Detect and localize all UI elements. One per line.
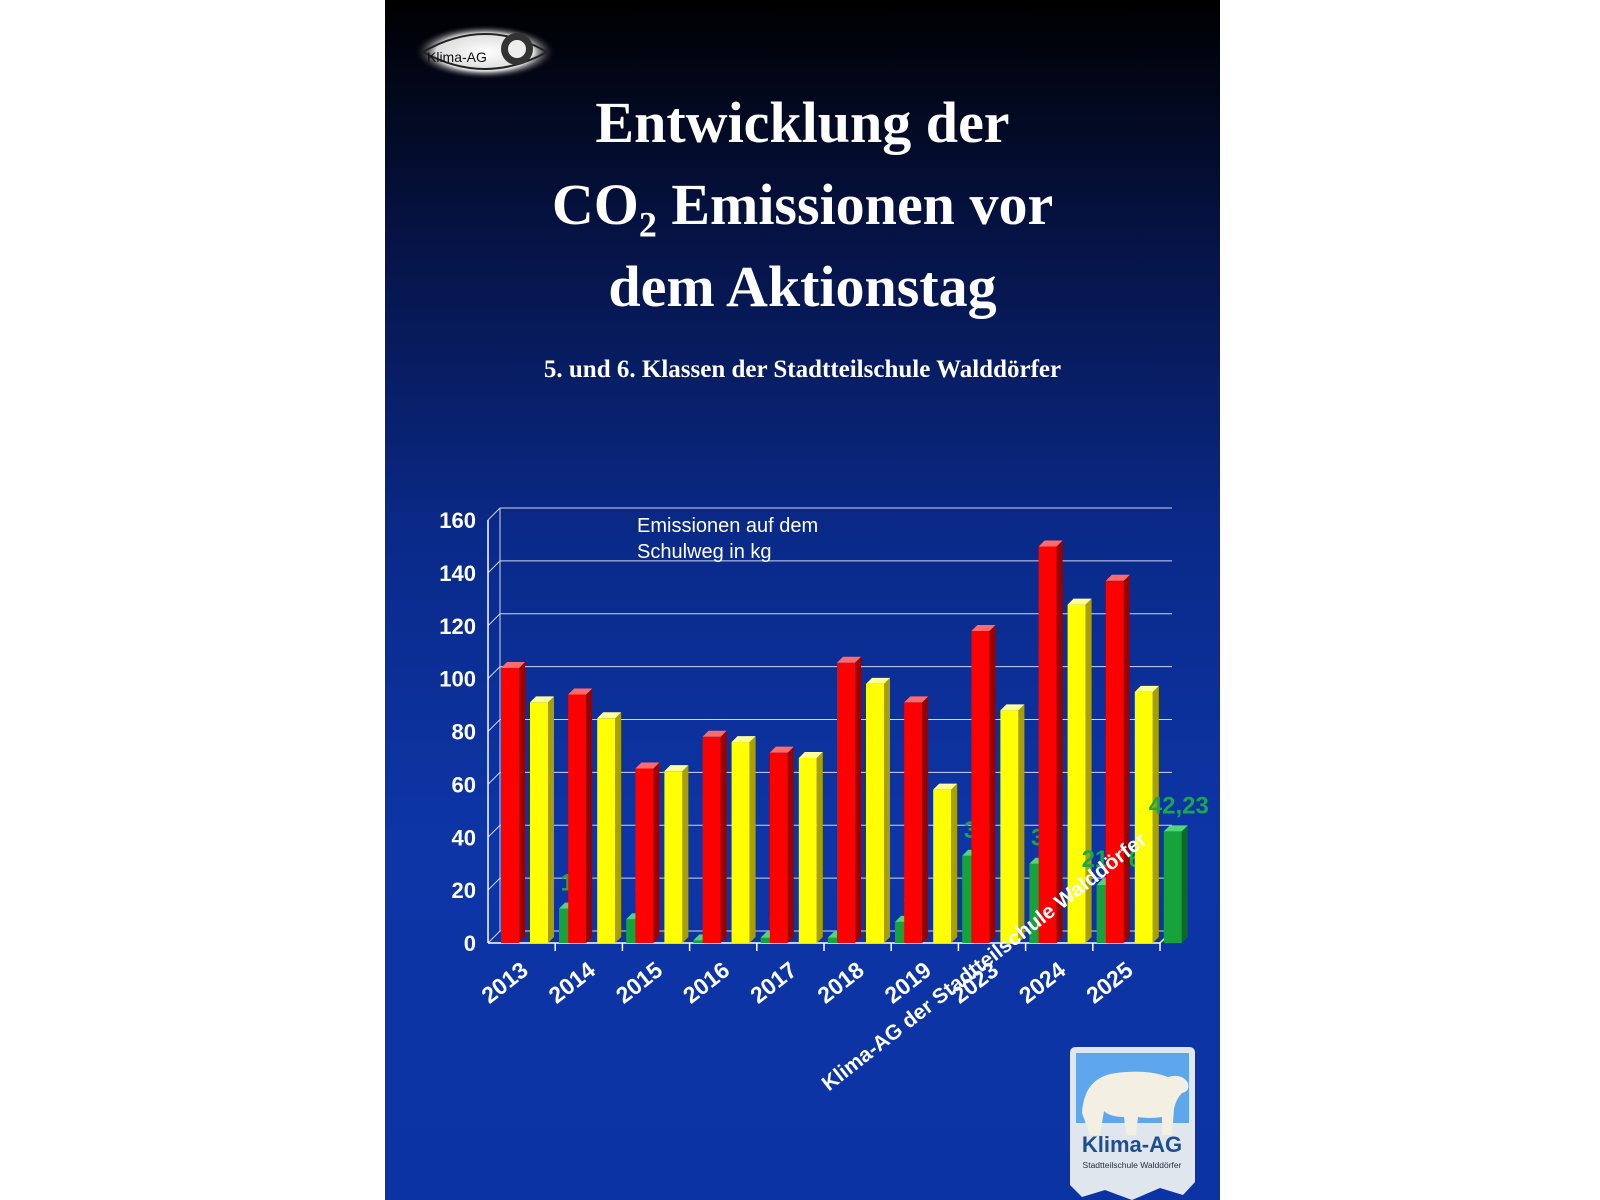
bar-red [837, 656, 861, 943]
bar-yellow [597, 712, 622, 943]
badge-title: Klima-AG [1082, 1132, 1182, 1157]
bar-red [635, 762, 660, 943]
gridline-side [487, 507, 501, 521]
bar-chart: 0204060801001201401601320139201412015220… [439, 507, 1209, 1008]
x-tick-label: 2016 [678, 956, 734, 1008]
gridline-side [487, 772, 501, 785]
y-tick-label: 140 [439, 561, 476, 586]
x-tick-label: 2014 [544, 956, 600, 1008]
polar-bear-icon [1082, 1071, 1189, 1135]
bar-red [702, 730, 727, 943]
klima-ag-badge: Klima-AG Stadtteilschule Walddörfer [1070, 1047, 1195, 1200]
bar-yellow [731, 736, 756, 943]
y-tick-label: 60 [452, 772, 476, 797]
subtitle: 5. und 6. Klassen der Stadtteilschule Wa… [543, 356, 1062, 383]
y-tick-label: 20 [452, 878, 476, 903]
y-tick-label: 40 [452, 825, 476, 850]
title-line-1: Entwicklung der [595, 90, 1010, 155]
x-tick-label: 2024 [1014, 956, 1070, 1008]
bar-red [501, 662, 525, 943]
slide: Klima-AG Entwicklung der CO2 Emissionen … [385, 0, 1220, 1200]
y-tick-label: 100 [439, 667, 476, 692]
badge-subtitle: Stadtteilschule Walddörfer [1083, 1160, 1182, 1170]
title-line-2: CO2 Emissionen vor [551, 172, 1054, 245]
bar-yellow [866, 677, 890, 943]
y-tick-label: 80 [452, 720, 476, 745]
bar-yellow [664, 765, 689, 943]
y-tick-label: 120 [439, 614, 476, 639]
gridline-side [487, 666, 501, 679]
gridline-side [487, 824, 501, 838]
bar-red [568, 688, 593, 943]
x-tick-label: 2013 [476, 956, 532, 1008]
bar-yellow [1134, 685, 1159, 943]
gridline-side [487, 719, 501, 732]
bar-yellow [933, 783, 958, 943]
bar-red [971, 625, 996, 943]
gridline-side [487, 560, 501, 574]
bar-red [1105, 574, 1130, 943]
y-tick-label: 160 [439, 508, 476, 533]
page-title: Entwicklung der CO2 Emissionen vor dem A… [385, 82, 1220, 328]
x-tick-label: 2025 [1081, 956, 1137, 1008]
data-label: 42,23 [1149, 792, 1209, 819]
chart-annotation: Emissionen auf dem Schulweg in kg [637, 515, 818, 563]
bar-red [769, 746, 794, 943]
y-tick-label: 0 [464, 931, 476, 956]
logo-text: Klima-AG [427, 49, 487, 65]
bar-yellow [530, 696, 554, 943]
gridline-side [487, 930, 501, 944]
x-tick-label: 2018 [812, 956, 868, 1008]
bar-yellow [798, 751, 823, 943]
gridline-side [487, 613, 501, 627]
bar-yellow [1067, 598, 1092, 943]
bar-red [904, 696, 929, 943]
bar-red [1038, 540, 1063, 943]
x-tick-label: 2015 [611, 956, 667, 1008]
gridline-side [487, 877, 501, 891]
title-line-3: dem Aktionstag [608, 254, 997, 319]
bar-yellow [1000, 704, 1025, 943]
klima-ag-eye-logo: Klima-AG [415, 25, 555, 78]
x-tick-label: 2017 [745, 956, 801, 1008]
bar-green [1163, 825, 1188, 943]
